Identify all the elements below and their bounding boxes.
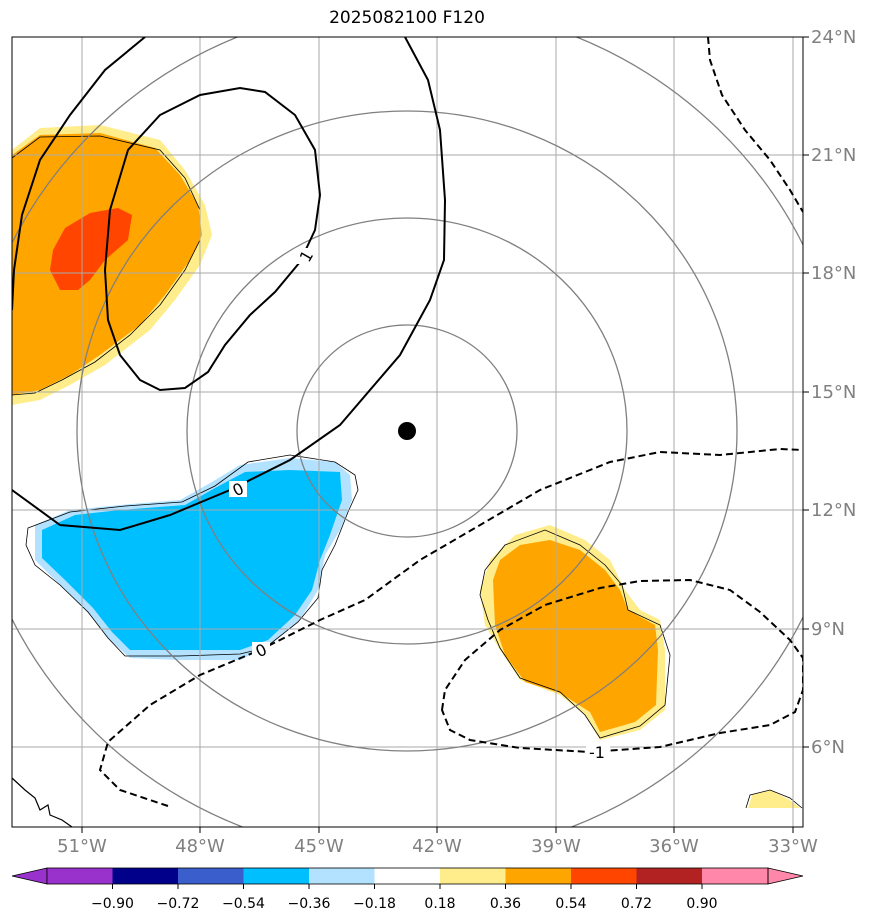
lon-label: 48°W (175, 836, 225, 857)
colorbar-bin (505, 868, 571, 884)
lat-label: 15°N (811, 382, 856, 403)
anomaly-outline-corner (745, 789, 803, 809)
lon-label: 39°W (531, 836, 581, 857)
lat-labels: 24°N 21°N 18°N 15°N 12°N 9°N 6°N (811, 27, 856, 758)
anomaly-outline-nw (12, 135, 201, 396)
range-rings (12, 37, 803, 827)
colorbar-bin (243, 868, 309, 884)
colorbar-bin (571, 868, 637, 884)
negative-anomaly (42, 470, 342, 650)
contour-label-minus1: -1 (589, 743, 605, 762)
colorbar-bin (309, 868, 375, 884)
colorbar-tick-label: 0.18 (424, 896, 455, 912)
lon-labels: 51°W 48°W 45°W 42°W 39°W 36°W 33°W (57, 836, 818, 857)
lat-label: 24°N (811, 27, 856, 48)
map-title: 2025082100 F120 (329, 8, 485, 28)
lon-label: 36°W (649, 836, 699, 857)
colorbar-tick-label: 0.90 (686, 896, 717, 912)
coastline (12, 777, 73, 827)
strong-anomaly-nw (50, 208, 132, 290)
anomaly-outline-blue (25, 454, 359, 657)
lon-label: 42°W (412, 836, 462, 857)
map-frame (11, 36, 804, 828)
lat-label: 9°N (811, 619, 845, 640)
tick-marks (81, 36, 809, 833)
colorbar-bin (374, 868, 440, 884)
colorbar-tick-label: −0.36 (288, 896, 331, 912)
colorbar-tick-label: 0.36 (490, 896, 521, 912)
lon-gridlines (81, 37, 794, 827)
dashed-contours (98, 37, 803, 807)
colorbar-tick-label: 0.72 (621, 896, 652, 912)
colorbar: −0.90 −0.72 −0.54 −0.36 −0.18 0.18 0.36 … (11, 867, 804, 912)
colorbar-bin (636, 868, 702, 884)
colorbar-extend-high (767, 867, 804, 885)
colorbar-bin (178, 868, 244, 884)
lat-label: 12°N (811, 500, 856, 521)
colorbar-tick-label: −0.18 (353, 896, 396, 912)
colorbar-tick-label: −0.90 (91, 896, 134, 912)
lon-label: 51°W (57, 836, 107, 857)
lat-label: 21°N (811, 145, 856, 166)
positive-anomaly-se (493, 540, 658, 732)
lon-label: 33°W (768, 836, 818, 857)
anomaly-outline-se (479, 529, 671, 739)
colorbar-tick-label: −0.54 (222, 896, 265, 912)
colorbar-bin (112, 868, 178, 884)
colorbar-bin (440, 868, 506, 884)
lon-label: 45°W (294, 836, 344, 857)
colorbar-extend-low (11, 867, 48, 885)
colorbar-bin (47, 868, 113, 884)
lat-gridlines (12, 154, 803, 748)
colorbar-bin (702, 868, 768, 884)
lat-label: 6°N (811, 737, 845, 758)
positive-anomaly-nw (12, 133, 202, 395)
contour-labels: 1 0 0 -1 (229, 247, 610, 762)
colorbar-tick-label: −0.72 (157, 896, 200, 912)
positive-anomaly-corner (748, 790, 800, 808)
solid-contours (12, 37, 447, 532)
storm-center-marker (398, 422, 416, 440)
lat-label: 18°N (811, 263, 856, 284)
colorbar-tick-label: 0.54 (555, 896, 586, 912)
